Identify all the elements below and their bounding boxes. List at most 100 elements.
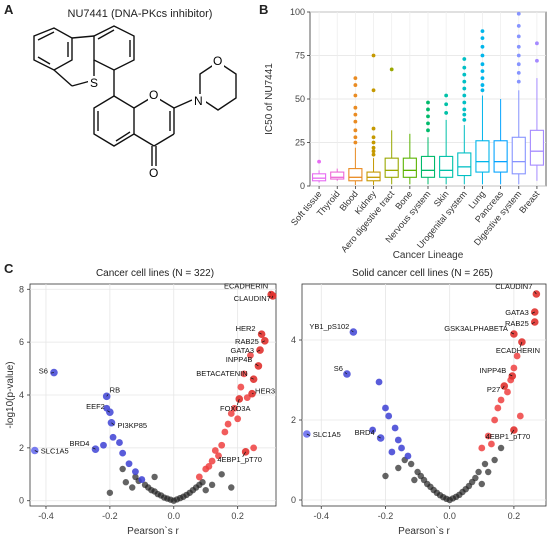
- insignificant-point: [481, 460, 489, 468]
- point-label: HER2: [236, 324, 256, 333]
- box-bone: [402, 157, 417, 178]
- positive-significant-point: [205, 462, 213, 470]
- outlier-point: [462, 57, 467, 61]
- negative-significant-point: [388, 448, 396, 456]
- outlier-point: [371, 88, 376, 93]
- negative-significant-point: [375, 378, 383, 386]
- outlier-point: [516, 24, 521, 28]
- y-tick-label: 6: [19, 337, 24, 347]
- negative-significant-point: [391, 424, 399, 432]
- outlier-point: [480, 76, 485, 81]
- outlier-point: [462, 86, 467, 91]
- point-label: PI3KP85: [117, 421, 147, 430]
- label-leader: [34, 450, 38, 453]
- label-leader: [510, 332, 515, 335]
- label-leader: [271, 295, 274, 299]
- outlier-point: [353, 93, 358, 98]
- outlier-point: [353, 112, 358, 117]
- point-label: 4EBP1_pT70: [486, 432, 531, 441]
- point-label: S6: [334, 364, 343, 373]
- labeled-point: [257, 330, 266, 339]
- negative-significant-point: [369, 426, 377, 434]
- atom-nitrogen: N: [194, 94, 203, 108]
- point-label: CLAUDIN7: [495, 282, 532, 291]
- positive-significant-point: [218, 441, 226, 449]
- insignificant-point: [472, 474, 479, 482]
- x-tick-label: -0.2: [378, 511, 394, 521]
- negative-significant-point: [119, 449, 127, 457]
- label-leader: [509, 374, 513, 377]
- y-tick-label: 25: [295, 138, 305, 148]
- point-label: SLC1A5: [313, 430, 341, 439]
- outlier-point: [371, 135, 376, 140]
- label-leader: [255, 363, 259, 367]
- negative-significant-point: [394, 436, 402, 444]
- volcano-all-title: Cancer cell lines (N = 322): [95, 268, 215, 279]
- negative-significant-point: [132, 468, 139, 476]
- box-lung: [475, 140, 490, 173]
- panel-b-letter: B: [259, 2, 269, 17]
- box-digestive-system: [511, 136, 526, 175]
- point-label: RAB25: [505, 319, 529, 328]
- atom-keto-oxygen: O: [149, 166, 158, 180]
- outlier-point: [353, 76, 358, 81]
- box-kidney: [366, 171, 381, 182]
- outlier-point: [353, 119, 358, 124]
- point-label: HER3: [255, 387, 275, 396]
- volcano-solid-title: Solid cancer cell lines (N = 265): [352, 268, 493, 279]
- outlier-point: [426, 128, 430, 133]
- point-label: BETACATENIN: [196, 369, 247, 378]
- outlier-point: [480, 69, 485, 74]
- plot-area: [301, 283, 547, 507]
- point-label: CLAUDIN7: [234, 294, 271, 303]
- insignificant-point: [119, 465, 126, 473]
- x-tick-label: Breast: [517, 188, 542, 215]
- outlier-point: [480, 88, 485, 93]
- y-tick-label: 0: [300, 181, 305, 191]
- negative-significant-point: [404, 452, 412, 460]
- nu7441-structure: S O O N O: [33, 25, 237, 180]
- labeled-point: [235, 395, 244, 403]
- outlier-point: [371, 149, 376, 154]
- outlier-point: [480, 36, 485, 40]
- label-leader: [242, 451, 246, 458]
- positive-significant-point: [237, 383, 245, 391]
- panel-a-letter: A: [4, 2, 14, 17]
- atom-morpholine-oxygen: O: [213, 54, 222, 68]
- outlier-point: [516, 11, 521, 16]
- point-label: SLC1A5: [41, 447, 69, 456]
- x-tick-label: 0.2: [508, 511, 521, 521]
- insignificant-point: [129, 484, 136, 491]
- outlier-point: [444, 102, 449, 107]
- label-leader: [510, 429, 515, 435]
- outlier-point: [353, 128, 358, 133]
- label-leader: [107, 410, 111, 413]
- point-label: RB: [110, 385, 120, 394]
- positive-significant-point: [221, 428, 229, 436]
- atom-sulfur: S: [90, 76, 98, 90]
- positive-significant-point: [215, 452, 222, 460]
- positive-significant-point: [247, 351, 254, 359]
- insignificant-point: [485, 468, 492, 476]
- positive-significant-point: [231, 404, 238, 412]
- y-axis-title: IC50 of NU7441: [264, 63, 275, 135]
- outlier-point: [444, 111, 449, 115]
- label-leader: [519, 341, 523, 348]
- outlier-point: [462, 79, 467, 84]
- negative-significant-point: [382, 404, 389, 412]
- insignificant-point: [228, 484, 235, 491]
- box-skin: [439, 155, 454, 178]
- volcano-plot-solid: -0.4 -0.2 0.0 0.2 0 2 4 CLAUDIN7 GATA3 RAB25GSK3A…: [291, 282, 547, 537]
- label-leader: [258, 332, 262, 335]
- label-leader: [531, 311, 535, 314]
- box-pancreas: [493, 140, 508, 173]
- y-axis-title: -log10(p-value): [5, 361, 16, 428]
- x-tick-label: 0.0: [168, 511, 181, 521]
- point-label: GSK3ALPHABETA: [444, 324, 508, 333]
- outlier-point: [516, 44, 521, 49]
- positive-significant-point: [504, 388, 511, 396]
- outlier-point: [516, 71, 521, 75]
- point-label: INPP4B: [226, 355, 253, 364]
- negative-significant-point: [100, 441, 107, 449]
